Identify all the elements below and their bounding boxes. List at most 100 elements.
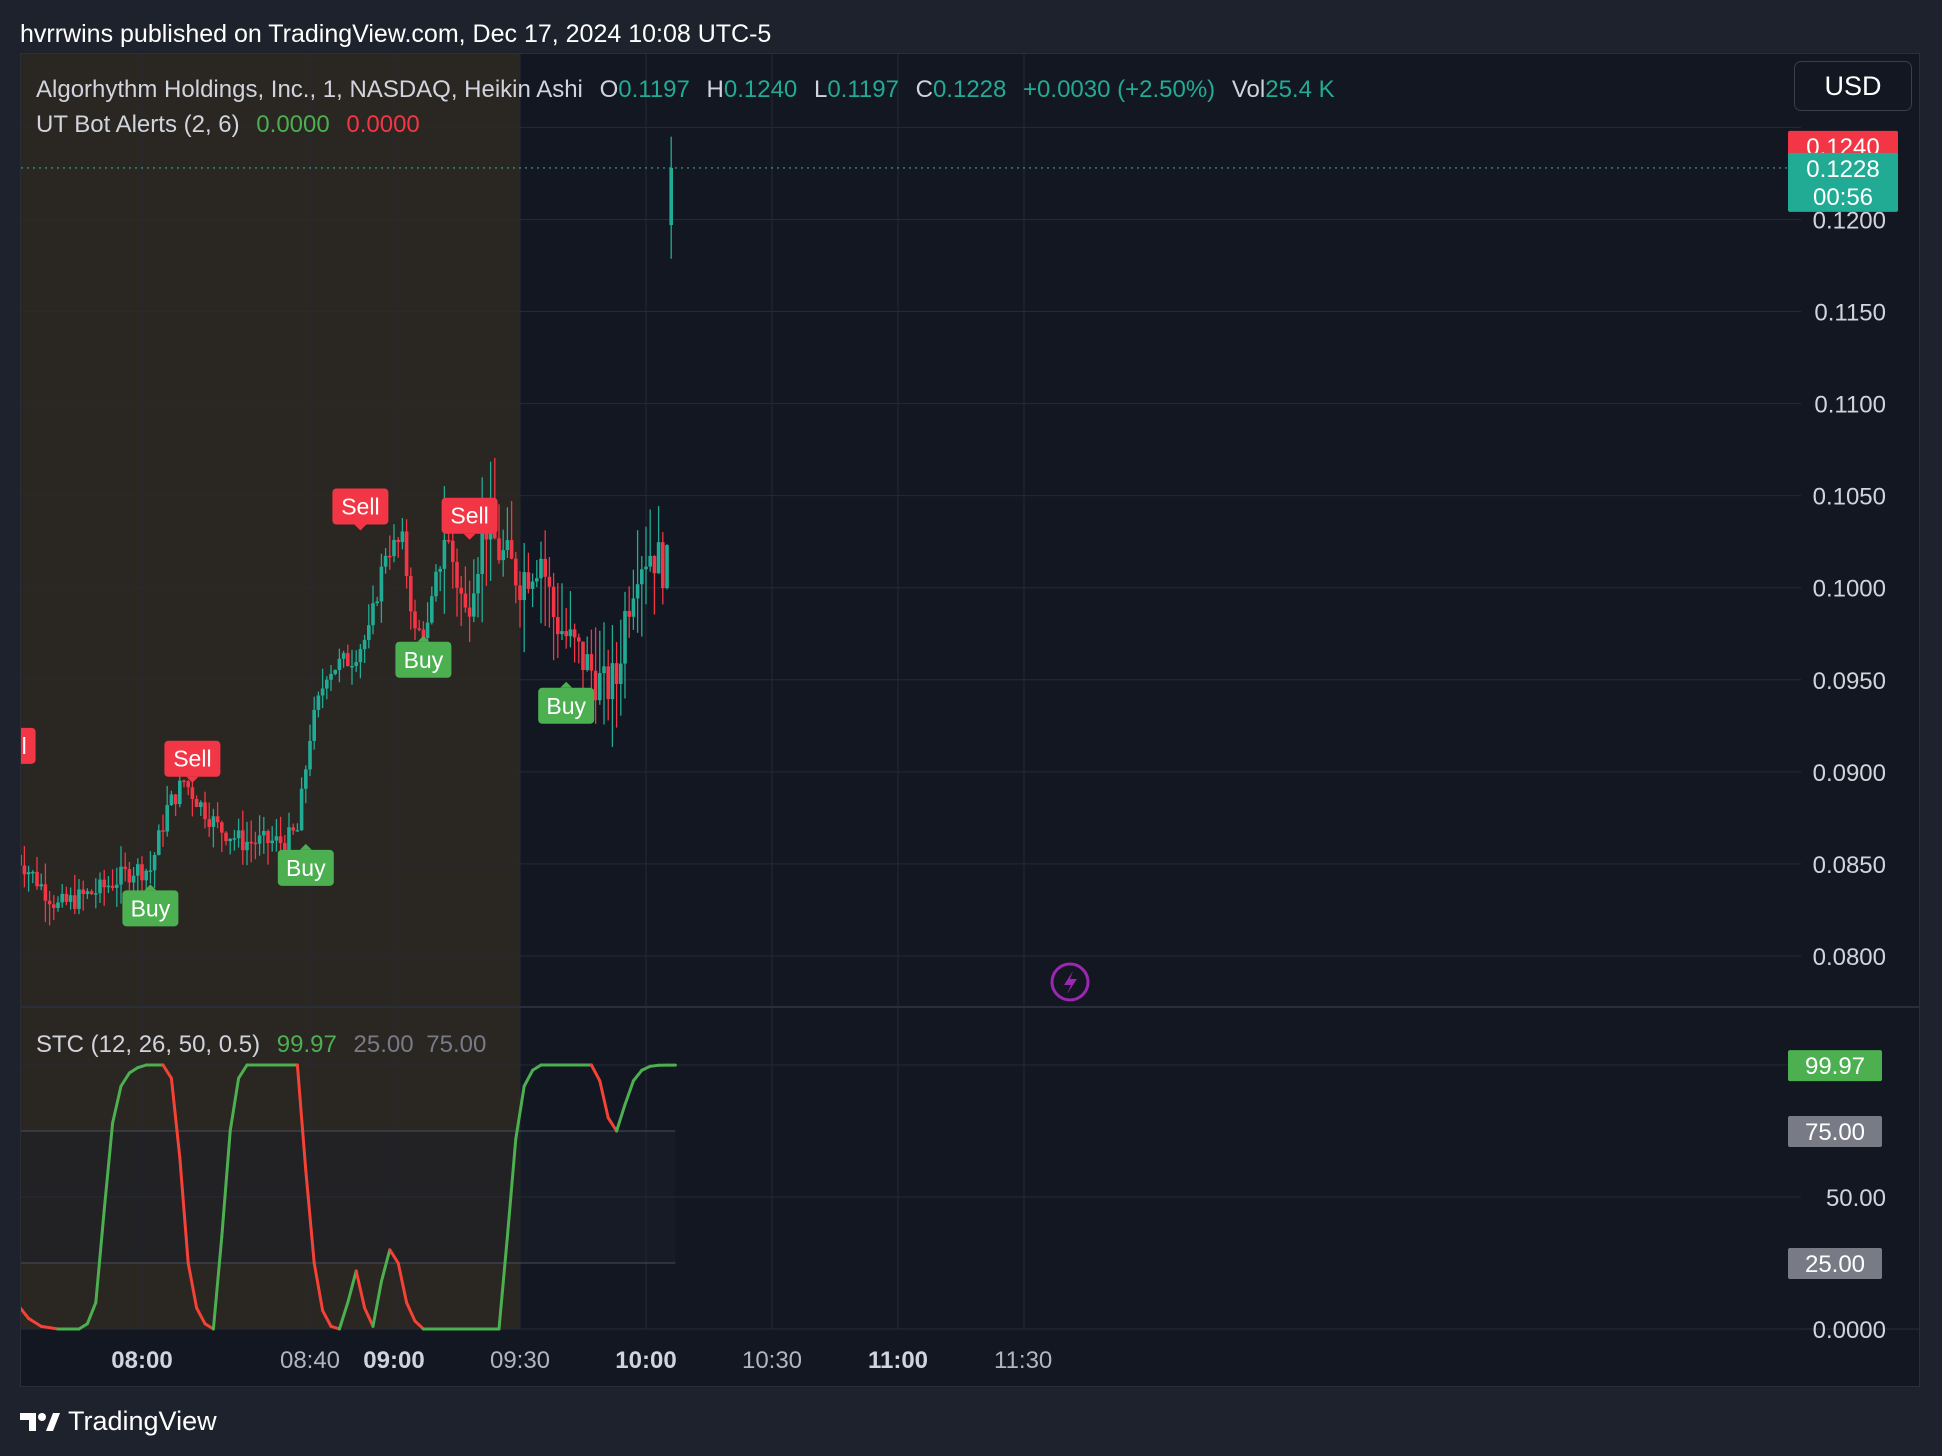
candle-body — [585, 654, 589, 671]
candle-body — [610, 663, 615, 700]
candle-body — [56, 902, 60, 908]
change-value: +0.0030 (+2.50%) — [1023, 76, 1216, 103]
candle-body — [446, 539, 451, 542]
candle-body — [131, 875, 136, 883]
main-legend: Algorhythm Holdings, Inc., 1, NASDAQ, He… — [36, 76, 1335, 104]
currency-button[interactable]: USD — [1794, 61, 1912, 111]
candle-body — [144, 870, 148, 881]
candle-body — [257, 835, 262, 844]
candle-body — [665, 545, 669, 589]
volume-value: 25.4 K — [1265, 76, 1335, 103]
candle-body — [627, 610, 631, 617]
brand-name: TradingView — [68, 1406, 217, 1436]
stc-tick-label: 0.0000 — [1813, 1317, 1886, 1344]
candle-body — [350, 665, 354, 668]
tradingview-logo[interactable]: TradingView — [20, 1406, 217, 1437]
time-tick-label: 09:00 — [363, 1347, 424, 1374]
candle-body — [26, 872, 31, 875]
stc-line-segment — [631, 1068, 644, 1083]
candle-body — [602, 666, 606, 674]
stc-level-tag — [1788, 1248, 1882, 1279]
stc-line-segment — [640, 1064, 652, 1072]
candle-body — [127, 869, 132, 883]
buy-signal-label: Buy — [546, 693, 586, 719]
candle-body — [64, 893, 69, 902]
candle-body — [85, 891, 90, 895]
candle-body — [383, 555, 388, 567]
candle-body — [161, 830, 165, 832]
low-label: L — [813, 76, 828, 103]
candle-body — [207, 819, 211, 827]
candle-body — [152, 854, 157, 871]
candle-body — [68, 895, 73, 902]
candle-body — [236, 830, 241, 839]
time-tick-label: 08:00 — [111, 1347, 172, 1374]
candle-body — [283, 843, 287, 852]
chart-frame[interactable]: 0.0800 0.0850 0.0900 0.0950 0.1000 0.1050 0.11… — [20, 53, 1920, 1387]
candle-body — [220, 822, 224, 833]
indicator-value-2: 0.0000 — [346, 111, 420, 138]
stc-line-segment — [304, 1169, 316, 1265]
price-tick-label: 0.0800 — [1813, 944, 1886, 971]
candle-body — [497, 538, 501, 561]
stc-value-tag-label: 99.97 — [1805, 1053, 1865, 1080]
sell-signal-label: Sell — [341, 493, 379, 519]
candle-body — [211, 816, 216, 827]
candle-body — [77, 889, 81, 909]
candle-body — [362, 639, 367, 650]
sell-signal-label: Sell — [450, 503, 488, 529]
candle-body — [241, 830, 245, 851]
buy-signal — [122, 890, 179, 927]
candle-body — [253, 842, 258, 845]
candle-body — [560, 631, 564, 635]
buy-signal-label: Buy — [286, 855, 326, 881]
candle-body — [287, 827, 291, 852]
candle-body — [409, 576, 413, 612]
candle-body — [186, 781, 190, 788]
stc-line-segment — [39, 1324, 60, 1331]
candle-body — [442, 539, 447, 569]
candle-body — [60, 893, 64, 903]
stc-line-segment — [371, 1279, 383, 1328]
chart-canvas[interactable]: 0.0800 0.0850 0.0900 0.0950 0.1000 0.1050 0.11… — [21, 54, 1920, 1387]
stc-line-segment — [337, 1301, 350, 1331]
candle-body — [404, 531, 409, 577]
stc-line-segment — [396, 1261, 409, 1305]
candle-body — [358, 649, 363, 663]
stc-line-segment — [321, 1309, 333, 1328]
buy-signal-label: Buy — [404, 647, 444, 673]
candle-body — [421, 629, 426, 638]
candle-body — [648, 555, 652, 567]
stc-level-tag-label: 25.00 — [1805, 1251, 1865, 1278]
price-tag-label: 0.1228 — [1806, 156, 1879, 183]
candle-body — [98, 879, 102, 894]
candle-body — [606, 666, 610, 700]
candle-body — [278, 836, 283, 844]
candle-body — [505, 540, 510, 551]
candle-body — [35, 871, 39, 887]
stc-line-segment — [379, 1248, 392, 1283]
sell-signal — [164, 740, 221, 777]
symbol-title: Algorhythm Holdings, Inc., 1, NASDAQ, He… — [36, 76, 583, 103]
stc-line-segment — [606, 1116, 619, 1133]
signal-pointer — [417, 635, 430, 642]
candle-body — [577, 637, 581, 642]
price-tick-label: 0.0950 — [1813, 668, 1886, 695]
candle-body — [341, 653, 346, 659]
stc-line-segment — [363, 1306, 375, 1328]
candle-body — [434, 571, 438, 597]
sell-signal — [21, 727, 36, 764]
stc-line-segment — [598, 1079, 610, 1120]
indicator-legend[interactable]: UT Bot Alerts (2, 6) 0.0000 0.0000 — [36, 111, 420, 139]
candle-body — [270, 840, 274, 844]
candle-body — [640, 569, 644, 585]
stc-legend[interactable]: STC (12, 26, 50, 0.5) 99.97 25.00 75.00 — [36, 1031, 486, 1059]
stc-line-segment — [514, 1084, 526, 1141]
stc-line-segment — [169, 1076, 182, 1159]
candle-body — [367, 625, 371, 640]
tradingview-logo-icon — [20, 1412, 60, 1431]
candle-body — [228, 838, 232, 842]
lightning-bolt — [1064, 971, 1077, 994]
candle-body — [518, 585, 522, 601]
price-tag-label: 00:56 — [1813, 184, 1873, 211]
